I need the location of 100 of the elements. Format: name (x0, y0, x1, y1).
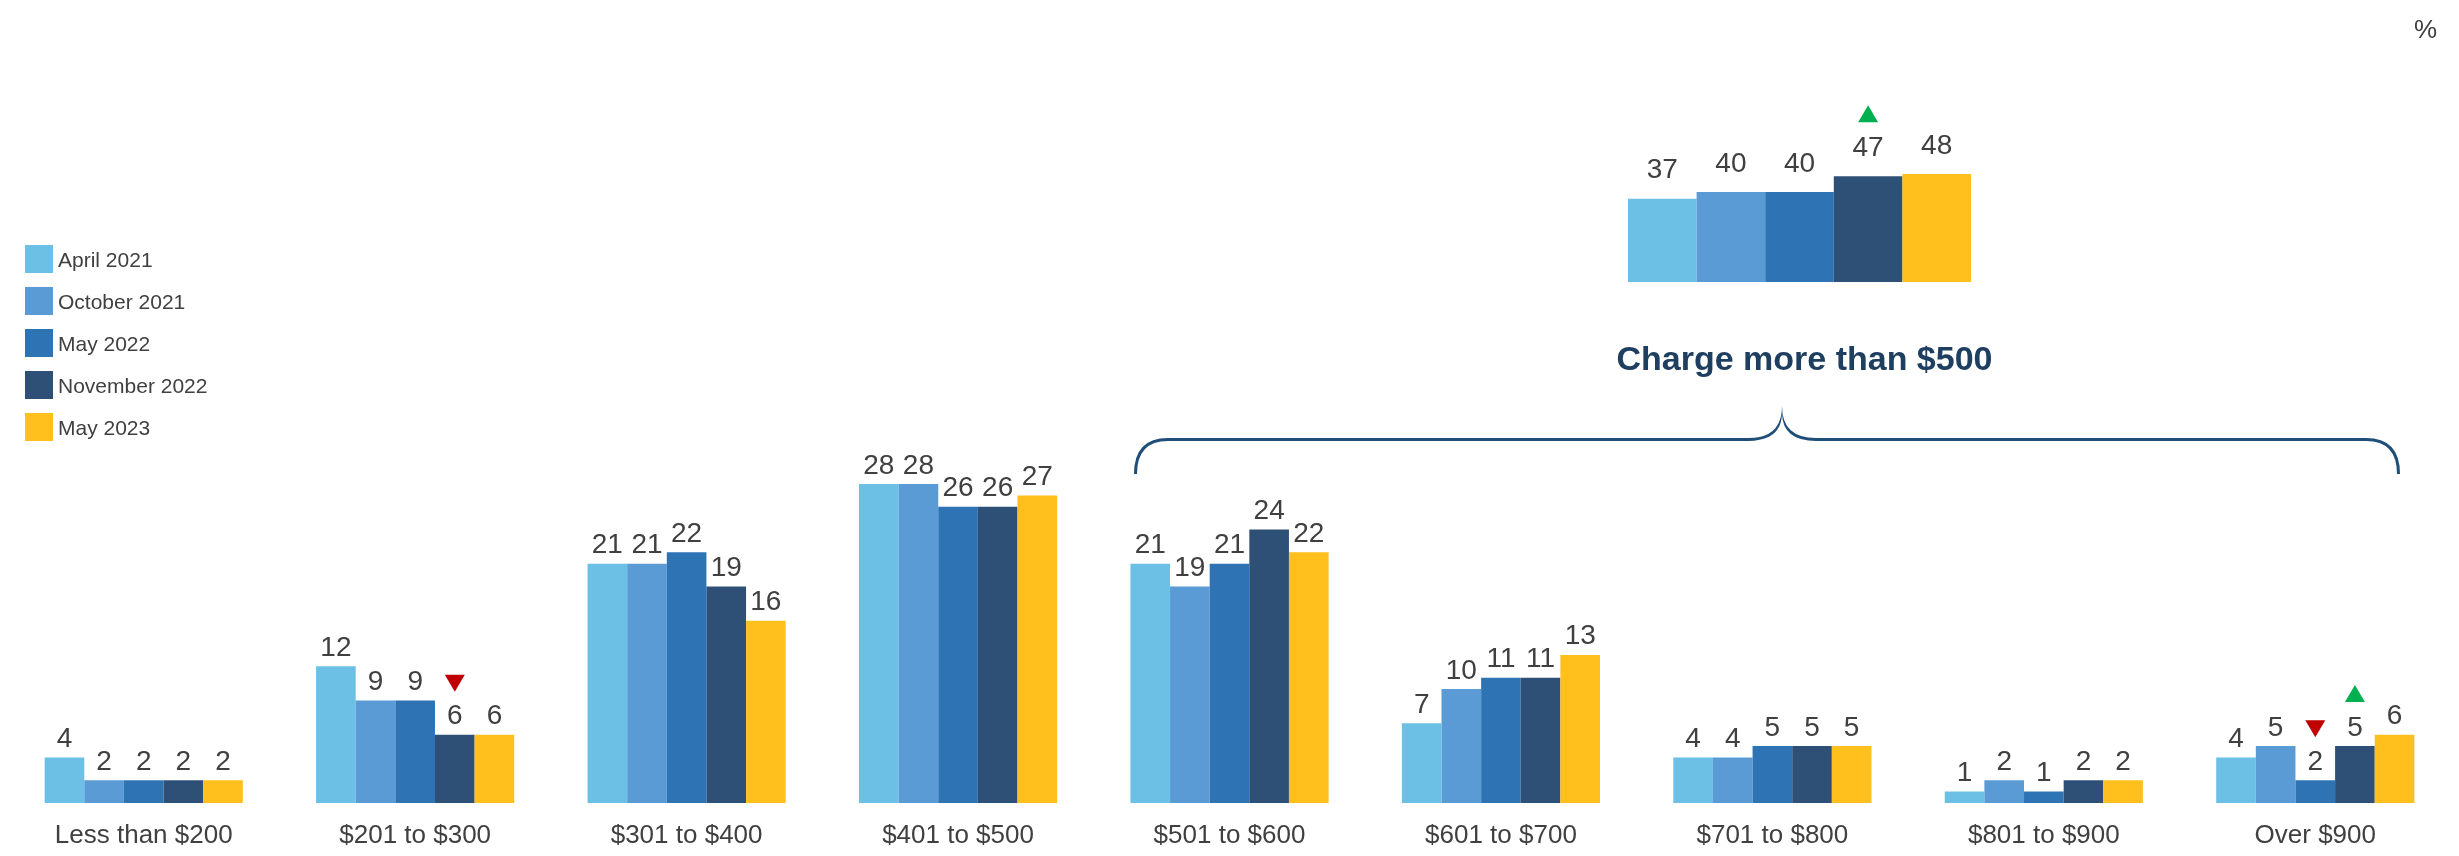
bar (2024, 791, 2064, 803)
bar (1792, 746, 1832, 803)
data-label: 5 (2267, 710, 2284, 742)
bar (666, 552, 707, 803)
bar (1520, 677, 1561, 803)
bar (316, 666, 356, 803)
data-label: 9 (367, 664, 384, 696)
data-label: 11 (1486, 642, 1516, 674)
data-label: 11 (1526, 642, 1556, 674)
bar (84, 780, 124, 803)
x-tick-label: $401 to $500 (882, 819, 1034, 849)
bar (1944, 791, 1985, 803)
data-label: 21 (1134, 528, 1166, 560)
bar (706, 586, 747, 803)
data-label: 4 (56, 721, 73, 753)
x-tick-label: $301 to $400 (610, 819, 763, 849)
data-label: 2 (2307, 744, 2324, 776)
legend-label: May 2023 (58, 415, 151, 439)
data-label: 21 (631, 528, 663, 560)
bar (474, 734, 515, 803)
data-label: 7 (1413, 687, 1430, 719)
data-label: 10 (1445, 653, 1477, 685)
x-tick-label: Over $900 (2254, 819, 2376, 849)
data-label: 4 (1724, 721, 1741, 753)
bar (1401, 723, 1442, 803)
data-label: 2 (135, 744, 152, 776)
bar (1984, 780, 2025, 803)
bar (1288, 552, 1329, 803)
data-label: 2 (1996, 744, 2012, 776)
bar (123, 780, 164, 803)
bar (1130, 563, 1171, 803)
bar (2374, 734, 2415, 803)
data-label: 26 (942, 471, 974, 503)
bar (355, 700, 396, 803)
bar (2295, 780, 2336, 803)
bar (1481, 677, 1521, 803)
bar (2255, 746, 2296, 803)
legend-label: April 2021 (58, 247, 153, 271)
data-label: 4 (1685, 721, 1701, 753)
data-label: 48 (1921, 128, 1953, 160)
bar (746, 620, 786, 803)
bar (1628, 198, 1697, 282)
bar (1752, 746, 1793, 803)
data-label: 9 (407, 664, 423, 696)
x-tick-label: $501 to $600 (1153, 819, 1306, 849)
bar (1673, 757, 1713, 803)
data-label: 16 (750, 585, 782, 617)
data-label: 6 (447, 699, 463, 731)
bar (1831, 746, 1872, 803)
data-label: 22 (671, 516, 703, 548)
bar (938, 506, 978, 803)
data-label: 12 (320, 630, 352, 662)
legend-label: November 2022 (58, 373, 208, 397)
bar (587, 563, 628, 803)
data-label: 19 (1174, 551, 1206, 583)
bar (203, 780, 243, 803)
data-label: 40 (1715, 146, 1747, 178)
data-label: 47 (1852, 130, 1884, 162)
data-label: 2 (2075, 744, 2092, 776)
data-label: 2 (215, 744, 231, 776)
data-label: 27 (1021, 459, 1053, 491)
data-label: 5 (1804, 710, 1820, 742)
bar (2063, 780, 2104, 803)
data-label: 21 (591, 528, 623, 560)
bar (1249, 529, 1289, 803)
bar (1712, 757, 1753, 803)
bar (2103, 780, 2143, 803)
data-label: 28 (902, 448, 934, 480)
data-label: 24 (1253, 494, 1285, 526)
bar (395, 700, 435, 803)
x-tick-label: $601 to $700 (1425, 819, 1577, 849)
data-label: 19 (710, 551, 742, 583)
bar (1902, 174, 1971, 282)
x-tick-label: $701 to $800 (1696, 819, 1849, 849)
data-label: 6 (2386, 699, 2403, 731)
data-label: 2 (2115, 744, 2131, 776)
data-label: 1 (1956, 756, 1973, 788)
legend-label: May 2022 (58, 331, 151, 355)
data-label: 5 (2347, 710, 2363, 742)
bar (627, 563, 667, 803)
data-label: 6 (486, 699, 503, 731)
bar (1209, 563, 1250, 803)
bar (44, 757, 85, 803)
data-label: 5 (1764, 710, 1781, 742)
data-label: 37 (1646, 153, 1678, 185)
data-label: 40 (1783, 146, 1816, 178)
legend-label: October 2021 (58, 289, 186, 313)
data-label: 28 (863, 448, 895, 480)
bar (1833, 176, 1903, 282)
bar (163, 780, 204, 803)
x-tick-label: $201 to $300 (339, 819, 492, 849)
text: Charge more than $500 (1616, 339, 1993, 377)
bar (1170, 586, 1210, 803)
bar (977, 506, 1018, 803)
y-axis-title: % (2413, 14, 2438, 44)
bar (2216, 757, 2256, 803)
x-tick-label: Less than $200 (54, 819, 233, 849)
bar (1017, 495, 1058, 803)
data-label: 13 (1564, 619, 1596, 651)
data-label: 21 (1213, 528, 1246, 560)
